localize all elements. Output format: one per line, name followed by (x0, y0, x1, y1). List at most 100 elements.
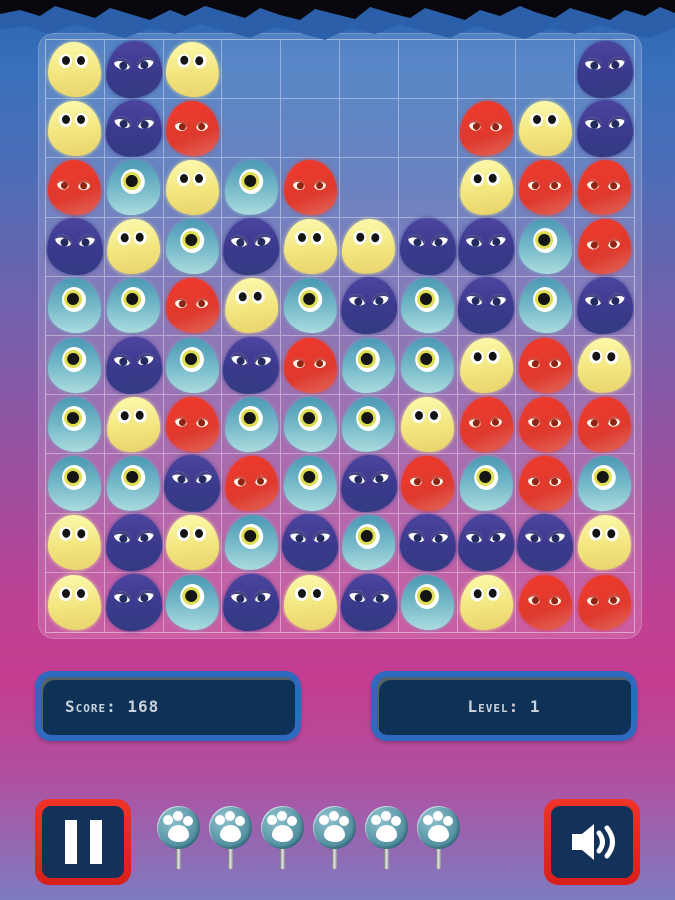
board-cell[interactable] (222, 217, 282, 277)
board-cell[interactable] (575, 514, 634, 573)
board-cell[interactable] (575, 39, 634, 100)
board-cell[interactable] (222, 99, 282, 159)
board-cell[interactable] (46, 395, 105, 455)
blob-cyan[interactable] (48, 278, 102, 334)
board-cell[interactable] (339, 454, 399, 514)
blob-cyan[interactable] (106, 277, 162, 335)
blob-navy[interactable] (339, 572, 398, 632)
blob-yellow[interactable] (283, 219, 337, 275)
board-cell[interactable] (46, 40, 105, 100)
board-cell[interactable] (398, 99, 458, 159)
board-cell[interactable] (104, 98, 164, 159)
blob-navy[interactable] (104, 572, 163, 632)
blob-navy[interactable] (399, 218, 456, 276)
board-cell[interactable] (575, 573, 634, 632)
board-cell[interactable] (575, 395, 634, 455)
board-cell[interactable] (163, 99, 223, 159)
board-cell[interactable] (516, 158, 576, 218)
board-cell[interactable] (457, 99, 517, 159)
board-cell[interactable] (457, 395, 517, 455)
board-cell[interactable] (163, 276, 223, 336)
blob-navy[interactable] (282, 514, 339, 572)
board-cell[interactable] (104, 572, 164, 632)
board-cell[interactable] (398, 158, 458, 218)
board-cell[interactable] (339, 513, 399, 573)
blob-red[interactable] (577, 159, 633, 216)
board-cell[interactable] (163, 217, 223, 277)
blob-red[interactable] (517, 395, 573, 453)
blob-yellow[interactable] (106, 395, 162, 453)
blob-red[interactable] (283, 337, 337, 393)
blob-cyan[interactable] (401, 278, 455, 334)
blob-yellow[interactable] (48, 100, 102, 156)
blob-red[interactable] (459, 395, 514, 453)
board-cell[interactable] (457, 217, 517, 277)
blob-red[interactable] (577, 395, 633, 453)
board-cell[interactable] (575, 454, 634, 514)
blob-navy[interactable] (457, 513, 516, 573)
blob-navy[interactable] (104, 98, 163, 158)
board-cell[interactable] (398, 40, 458, 100)
blob-navy[interactable] (517, 514, 574, 572)
board-cell[interactable] (281, 513, 340, 573)
blob-yellow[interactable] (223, 277, 279, 335)
blob-red[interactable] (577, 573, 633, 631)
blob-cyan[interactable] (165, 573, 220, 631)
blob-cyan[interactable] (282, 277, 338, 335)
blob-red[interactable] (165, 395, 220, 453)
blob-red[interactable] (518, 159, 572, 215)
board-cell[interactable] (222, 158, 282, 218)
blob-cyan[interactable] (341, 336, 397, 394)
blob-navy[interactable] (104, 335, 163, 395)
blob-red[interactable] (518, 337, 572, 393)
blob-yellow[interactable] (401, 396, 455, 452)
blob-cyan[interactable] (223, 159, 279, 216)
blob-yellow[interactable] (48, 41, 102, 97)
board-cell[interactable] (281, 336, 340, 396)
blob-navy[interactable] (457, 276, 516, 336)
board-cell[interactable] (339, 40, 399, 100)
board-cell[interactable] (104, 276, 164, 336)
blob-navy[interactable] (575, 98, 634, 158)
board-cell[interactable] (457, 336, 517, 396)
board-cell[interactable] (457, 158, 517, 218)
board-cell[interactable] (104, 395, 164, 455)
blob-yellow[interactable] (165, 40, 220, 98)
blob-red[interactable] (577, 218, 633, 276)
blob-navy[interactable] (575, 276, 634, 336)
blob-navy[interactable] (222, 572, 281, 632)
blob-yellow[interactable] (341, 218, 397, 276)
blob-cyan[interactable] (165, 218, 220, 276)
board-cell[interactable] (516, 217, 576, 277)
board-cell[interactable] (575, 98, 634, 159)
blob-navy[interactable] (575, 39, 634, 99)
blob-cyan[interactable] (48, 396, 102, 452)
board-cell[interactable] (398, 513, 458, 573)
board-cell[interactable] (104, 454, 164, 514)
board-cell[interactable] (398, 395, 458, 455)
board-cell[interactable] (46, 336, 105, 396)
blob-yellow[interactable] (459, 573, 514, 631)
blob-navy[interactable] (222, 217, 281, 277)
blob-cyan[interactable] (106, 159, 162, 216)
board-cell[interactable] (222, 335, 282, 396)
blob-cyan[interactable] (517, 218, 573, 276)
board-cell[interactable] (457, 513, 517, 573)
blob-cyan[interactable] (282, 455, 338, 512)
board-cell[interactable] (399, 572, 458, 632)
blob-red[interactable] (47, 159, 103, 216)
blob-red[interactable] (165, 278, 219, 334)
board-cell[interactable] (398, 276, 458, 336)
blob-yellow[interactable] (518, 100, 572, 156)
blob-cyan[interactable] (459, 455, 514, 512)
blob-red[interactable] (165, 100, 219, 156)
board-cell[interactable] (398, 336, 458, 396)
board-cell[interactable] (339, 336, 399, 396)
blob-cyan[interactable] (518, 278, 572, 334)
board-cell[interactable] (163, 513, 223, 573)
blob-yellow[interactable] (47, 514, 103, 572)
board-cell[interactable] (516, 513, 576, 573)
board-cell[interactable] (516, 395, 576, 455)
blob-red[interactable] (459, 99, 514, 157)
board-cell[interactable] (398, 454, 458, 514)
